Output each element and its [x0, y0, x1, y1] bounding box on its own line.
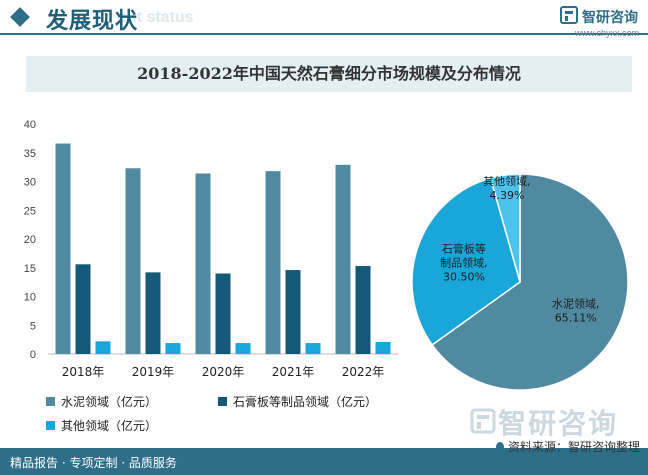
watermark-text: 智研咨询	[498, 407, 619, 440]
pie-slice-1	[411, 177, 521, 346]
pie-label-2-1: 4.39%	[489, 189, 524, 202]
x-tick-label-1: 2019年	[132, 365, 175, 379]
y-tick-label-6: 30	[24, 177, 36, 189]
pie-label-2-0: 其他领域,	[483, 175, 531, 188]
pie-label-1-1: 制品领域,	[440, 256, 488, 269]
watermark-logo-icon	[470, 408, 496, 434]
x-tick-label-0: 2018年	[62, 365, 105, 379]
bar-other-3	[305, 343, 321, 354]
bar-cement-2	[195, 173, 211, 354]
footer-slogan: 精品报告 · 专项定制 · 品质服务	[10, 456, 177, 470]
legend-swatch-cement	[46, 397, 55, 406]
chart-title: 2018-2022年中国天然石膏细分市场规模及分布情况	[137, 64, 521, 83]
brand-url: www.chyxx.com	[575, 28, 640, 38]
footer-source-text: 资料来源：智研咨询整理	[508, 440, 641, 454]
pie-slice-0	[431, 173, 629, 391]
footer-source: 资料来源：智研咨询整理	[496, 438, 640, 455]
bar-board-0	[75, 264, 91, 354]
bar-other-4	[375, 341, 391, 354]
legend-label-other: 其他领域（亿元）	[61, 419, 158, 433]
bar-board-1	[145, 272, 161, 354]
bar-other-0	[95, 341, 111, 354]
y-tick-label-8: 40	[24, 119, 36, 131]
bar-cement-1	[125, 168, 141, 354]
header-title: 发展现状	[46, 9, 139, 34]
legend-swatch-board	[218, 397, 227, 406]
chart-title-band: 2018-2022年中国天然石膏细分市场规模及分布情况	[26, 56, 632, 92]
location-pin-icon	[496, 442, 504, 452]
bar-board-2	[215, 273, 231, 354]
bar-board-3	[285, 270, 301, 354]
pie-label-0-1: 65.11%	[555, 312, 597, 325]
bar-cement-4	[335, 164, 351, 354]
y-tick-label-0: 0	[30, 349, 36, 361]
bar-cement-3	[265, 171, 281, 354]
legend-item-other: 其他领域（亿元）	[46, 417, 157, 434]
brand-logo-name: 智研咨询	[582, 10, 638, 26]
legend-swatch-other	[46, 421, 55, 430]
legend-label-cement: 水泥领域（亿元）	[61, 395, 158, 409]
bar-board-4	[355, 266, 371, 354]
legend-item-board: 石膏板等制品领域（亿元）	[218, 393, 377, 410]
header-line	[0, 33, 648, 35]
legend-label-board: 石膏板等制品领域（亿元）	[233, 395, 378, 409]
y-tick-label-5: 25	[24, 205, 36, 217]
legend-item-cement: 水泥领域（亿元）	[46, 393, 157, 410]
bar-other-1	[165, 343, 181, 354]
y-tick-label-3: 15	[24, 263, 36, 275]
x-tick-label-4: 2022年	[342, 365, 385, 379]
y-tick-label-2: 10	[24, 292, 36, 304]
footer-bar	[0, 448, 648, 475]
y-tick-label-4: 20	[24, 234, 36, 246]
x-tick-label-2: 2020年	[202, 365, 245, 379]
pie-label-1-0: 石膏板等	[442, 241, 486, 255]
y-tick-label-1: 5	[30, 320, 36, 332]
pie-label-1-2: 30.50%	[443, 270, 485, 283]
bar-cement-0	[55, 143, 71, 354]
y-tick-label-7: 35	[24, 148, 36, 160]
pie-slice-2	[489, 173, 521, 283]
pie-label-0-0: 水泥领域,	[552, 298, 600, 311]
header-ghost-text: ent status	[118, 9, 194, 26]
bar-other-2	[235, 343, 251, 354]
x-tick-label-3: 2021年	[272, 365, 315, 379]
brand-logo-icon	[560, 6, 578, 24]
